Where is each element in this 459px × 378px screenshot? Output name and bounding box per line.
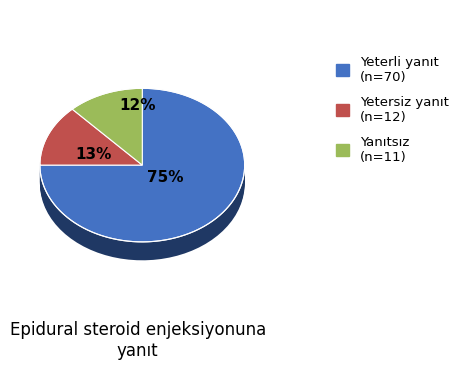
- Polygon shape: [72, 98, 142, 174]
- Polygon shape: [40, 127, 142, 184]
- Polygon shape: [40, 94, 245, 248]
- Polygon shape: [72, 99, 142, 176]
- Polygon shape: [40, 124, 142, 180]
- Polygon shape: [40, 99, 245, 253]
- Polygon shape: [40, 111, 142, 167]
- Polygon shape: [72, 102, 142, 179]
- Polygon shape: [40, 98, 245, 251]
- Polygon shape: [40, 123, 142, 179]
- Polygon shape: [72, 107, 142, 184]
- Polygon shape: [72, 88, 142, 165]
- Text: 75%: 75%: [146, 170, 183, 185]
- Polygon shape: [72, 105, 142, 182]
- Polygon shape: [40, 118, 142, 174]
- Polygon shape: [72, 94, 142, 171]
- Text: Epidural steroid enjeksiyonuna
yanıt: Epidural steroid enjeksiyonuna yanıt: [10, 321, 266, 359]
- Polygon shape: [40, 88, 245, 242]
- Polygon shape: [40, 109, 142, 165]
- Polygon shape: [72, 93, 142, 170]
- Text: 13%: 13%: [75, 147, 112, 163]
- Polygon shape: [72, 96, 142, 173]
- Polygon shape: [40, 102, 245, 256]
- Polygon shape: [40, 121, 142, 177]
- Polygon shape: [72, 104, 142, 180]
- Polygon shape: [40, 105, 245, 259]
- Polygon shape: [40, 104, 245, 257]
- Polygon shape: [40, 109, 142, 165]
- Polygon shape: [40, 96, 245, 249]
- Polygon shape: [40, 90, 245, 243]
- Polygon shape: [72, 88, 142, 165]
- Polygon shape: [72, 90, 142, 167]
- Polygon shape: [40, 120, 142, 176]
- Text: 12%: 12%: [119, 98, 156, 113]
- Polygon shape: [40, 114, 142, 170]
- Polygon shape: [40, 115, 142, 171]
- Polygon shape: [40, 88, 245, 242]
- Polygon shape: [40, 91, 245, 245]
- Polygon shape: [40, 93, 245, 246]
- Polygon shape: [40, 117, 142, 173]
- Polygon shape: [40, 126, 142, 182]
- Legend: Yeterli yanıt
(n=70), Yetersiz yanıt
(n=12), Yanıtsız
(n=11): Yeterli yanıt (n=70), Yetersiz yanıt (n=…: [332, 52, 453, 167]
- Polygon shape: [40, 112, 142, 168]
- Polygon shape: [40, 107, 245, 260]
- Polygon shape: [40, 101, 245, 254]
- Polygon shape: [72, 91, 142, 168]
- Polygon shape: [72, 101, 142, 177]
